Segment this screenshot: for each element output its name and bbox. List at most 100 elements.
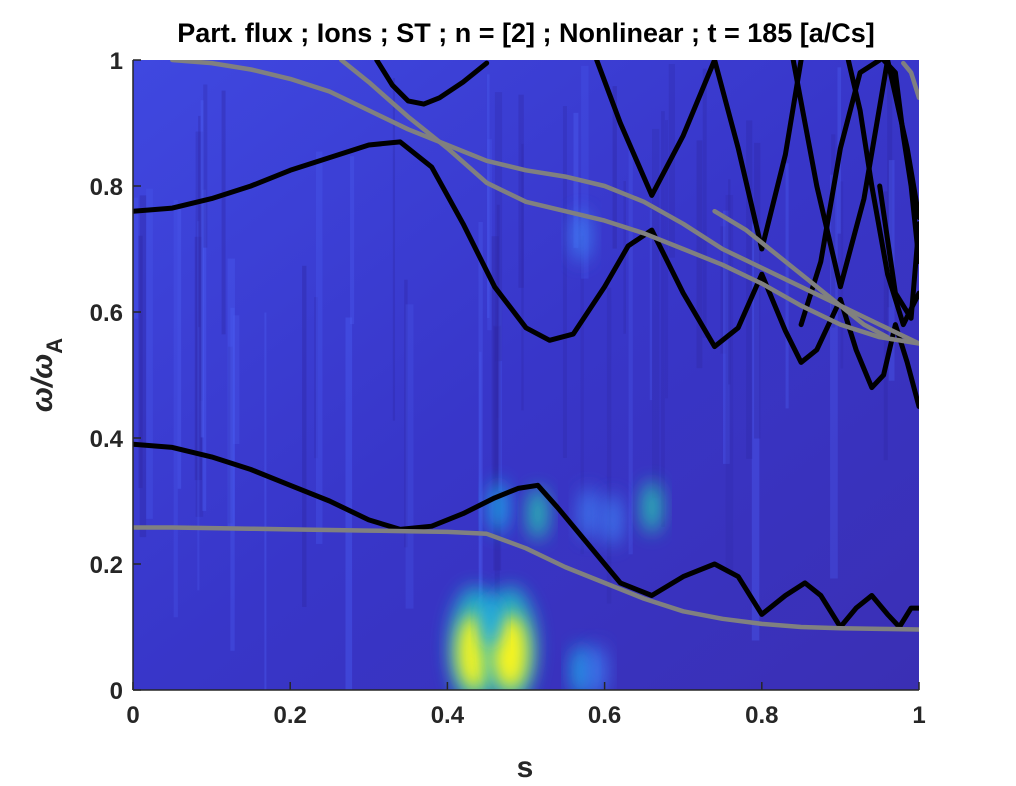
y-tick-label: 0.2 [90, 552, 123, 579]
heatmap-streak [350, 156, 355, 325]
heatmap-streak [195, 131, 204, 517]
heatmap-streak [138, 235, 143, 489]
y-tick-label: 0 [110, 678, 123, 705]
heatmap-streak [831, 134, 836, 328]
x-ticks: 0 0.2 0.4 0.6 0.8 1 [126, 682, 926, 729]
x-tick-label: 0.6 [588, 702, 621, 729]
heatmap-streak [720, 226, 727, 354]
heatmap-streak [202, 189, 207, 511]
heatmap-streak [486, 74, 490, 318]
x-tick-label: 1 [912, 702, 925, 729]
heatmap-streak [612, 86, 617, 249]
y-axis-label-sub: A [42, 338, 67, 354]
heatmap-streak [746, 120, 753, 459]
heatmap-hotspot [480, 594, 501, 647]
plot-area [133, 60, 919, 690]
x-tick-label: 0.4 [431, 702, 465, 729]
y-axis-label-main: ω/ω [26, 354, 59, 412]
heatmap-streak [139, 195, 147, 538]
y-tick-label: 0.4 [90, 426, 124, 453]
x-tick-label: 0 [126, 702, 139, 729]
heatmap-streak [392, 78, 396, 421]
series-line-2 [374, 60, 490, 107]
heatmap-streak [203, 84, 208, 248]
heatmap-streak [302, 265, 307, 607]
heatmap-streak [491, 236, 499, 497]
y-ticks: 0 0.2 0.4 0.6 0.8 1 [90, 48, 141, 705]
heatmap-streak [785, 163, 789, 409]
heatmap-streak [652, 128, 660, 499]
heatmap-streak [264, 312, 267, 690]
heatmap-streak [623, 181, 626, 334]
series-line-10 [339, 60, 919, 346]
series-line-9 [170, 60, 919, 346]
x-tick-label: 0.2 [274, 702, 307, 729]
heatmap-streak [496, 204, 500, 418]
series-line-6 [877, 183, 919, 321]
y-tick-label: 0.6 [90, 300, 123, 327]
heatmap-hotspot [641, 481, 662, 534]
heatmap-streak [562, 106, 567, 458]
heatmap-streak [177, 208, 182, 489]
y-tick-label: 1 [110, 48, 123, 75]
series-line-1 [133, 441, 919, 630]
heatmap-streak [197, 221, 200, 591]
y-tick-label: 0.8 [90, 174, 123, 201]
axes: 0 0.2 0.4 0.6 0.8 1 0 0.2 0.4 0.6 0.8 1 [90, 48, 926, 729]
heatmap-streak [133, 197, 139, 319]
series-line-7 [881, 60, 919, 265]
series-line-13 [133, 525, 919, 632]
series-line-0 [133, 139, 919, 409]
heatmap-streak [478, 221, 483, 614]
series-line-12 [901, 60, 919, 101]
heatmap-streak [493, 325, 502, 571]
heatmap-streak [227, 258, 235, 529]
heatmap-streak [751, 223, 760, 641]
heatmap-streak [728, 179, 731, 385]
heatmap-streak [661, 111, 665, 527]
dispersion-curves [133, 60, 919, 632]
heatmap-streak [227, 346, 233, 524]
heatmap-hotspot [602, 493, 623, 546]
heatmap-streak [405, 304, 414, 609]
heatmap-streak [580, 235, 584, 555]
heatmap-hotspot [571, 645, 592, 690]
heatmap-streak [606, 287, 612, 604]
heatmap-streak [725, 194, 734, 575]
heatmap-streak [233, 315, 240, 445]
heatmap-hotspot [571, 210, 592, 263]
x-tick-label: 0.8 [745, 702, 778, 729]
heatmap-streak [198, 115, 201, 328]
heatmap-streak [521, 143, 524, 411]
svg-text:ω/ωA: ω/ωA [26, 338, 67, 412]
heatmap-streak [194, 236, 203, 481]
heatmap-streak [830, 174, 838, 579]
heatmap-streak [404, 279, 408, 548]
heatmap-streak [487, 139, 492, 331]
heatmap-hotspots [448, 210, 662, 690]
series-line-11 [712, 208, 890, 340]
heatmap-streak [494, 92, 503, 362]
x-axis-label: s [517, 751, 534, 784]
heatmap-hotspot [488, 481, 509, 534]
heatmap-streak [628, 149, 633, 555]
series-line-3 [594, 60, 804, 252]
heatmap-streak [887, 70, 893, 308]
y-axis-label: ω/ωA [26, 338, 67, 412]
series-line-8 [845, 60, 919, 328]
heatmap-hotspot [578, 487, 599, 540]
heatmap-hotspot [586, 645, 607, 690]
chart-title: Part. flux ; Ions ; ST ; n = [2] ; Nonli… [177, 18, 875, 48]
heatmap-hotspot [527, 487, 548, 540]
heatmap-streak [146, 188, 153, 519]
heatmap-streak [345, 317, 353, 690]
heatmap-streak [200, 100, 204, 438]
heatmap-streak [230, 307, 235, 651]
heatmap-streak [498, 294, 502, 492]
heatmap-streak [518, 94, 524, 288]
heatmap-streak [649, 209, 653, 401]
heatmap-streak [316, 151, 323, 544]
heatmap-streak [314, 297, 318, 459]
heatmap-hotspot [492, 614, 529, 690]
